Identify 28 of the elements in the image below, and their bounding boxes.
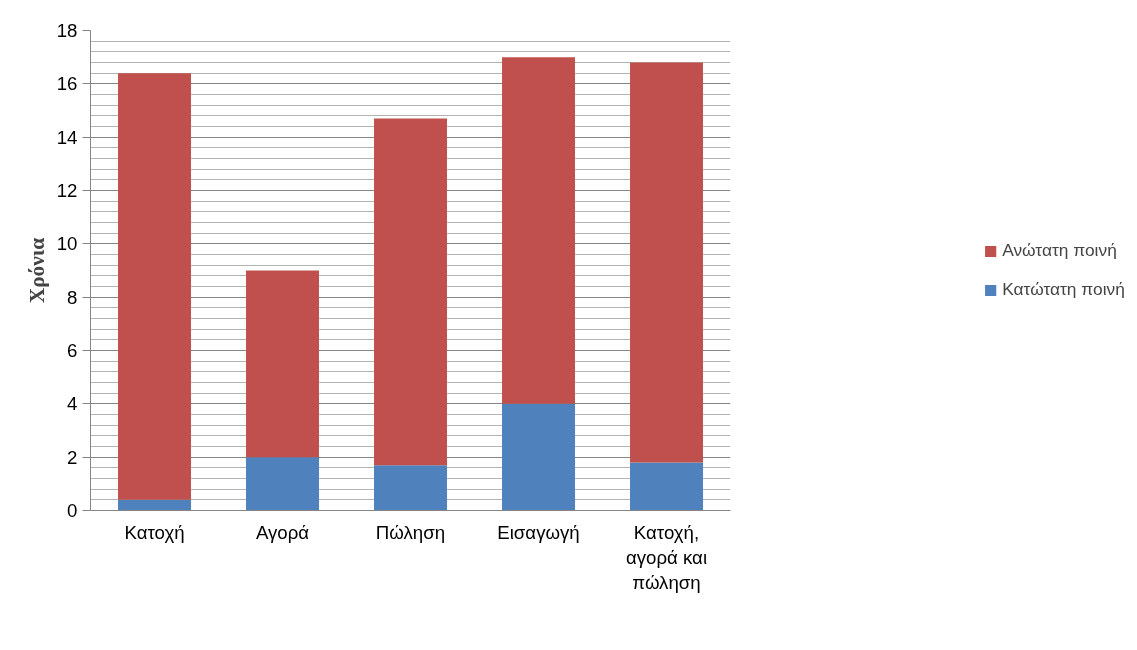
y-tick-label: 12: [56, 180, 78, 201]
bar: [502, 57, 575, 404]
legend-label: Ανώτατη ποινή: [1002, 240, 1117, 261]
bar: [374, 118, 447, 466]
bar: [502, 403, 575, 511]
x-tick-label: Κατοχή: [124, 521, 185, 543]
legend-label: Κατώτατη ποινή: [1002, 279, 1125, 300]
y-tick-label: 0: [67, 500, 78, 521]
bar: [630, 62, 703, 463]
bar: [246, 270, 319, 458]
bar: [246, 457, 319, 511]
y-tick-label: 8: [67, 286, 78, 308]
y-tick-label: 16: [56, 73, 78, 95]
x-tick-label: Εισαγωγή: [497, 521, 580, 543]
x-tick-label: Αγορά: [255, 521, 310, 543]
y-tick-label: 2: [67, 446, 78, 468]
x-tick-label: Κατοχή, αγορά και πώληση: [625, 521, 708, 593]
bar: [118, 73, 191, 500]
bar: [118, 499, 191, 511]
y-tick-label: 18: [56, 20, 78, 41]
y-axis-title: Χρόνια: [24, 237, 49, 304]
y-tick-label: 14: [56, 126, 78, 148]
bar: [374, 465, 447, 511]
y-tick-label: 10: [56, 233, 78, 255]
y-tick-label: 6: [67, 340, 78, 361]
x-tick-label: Πώληση: [375, 521, 446, 543]
y-tick-label: 4: [67, 393, 78, 415]
bar: [630, 462, 703, 511]
